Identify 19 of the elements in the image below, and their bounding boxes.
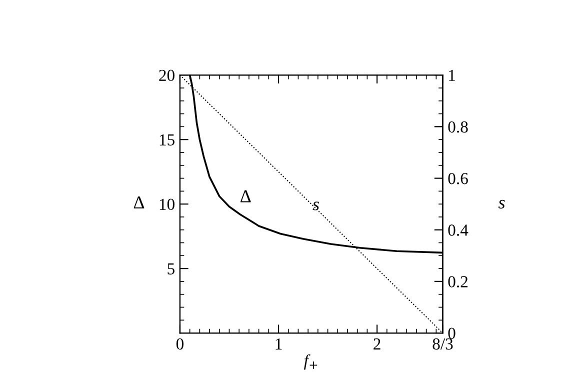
y-tick-label: 20 [159, 70, 174, 82]
series-label: Δ [240, 190, 251, 202]
x-tick-label: 8/3 [432, 338, 453, 350]
y-axis-title: Δ [134, 196, 144, 208]
y2-tick-label: 0.2 [448, 276, 468, 288]
y-tick-label: 10 [160, 198, 174, 210]
y2-tick-label: 0.4 [448, 224, 468, 236]
series-label: s [312, 202, 319, 210]
x-axis-title: f$_{+}$ [304, 354, 318, 370]
y2-tick-label: 0.6 [448, 172, 468, 184]
x-tick-label: 1 [276, 338, 282, 350]
x-tick-label: 2 [374, 338, 380, 350]
y2-tick-label: 0 [448, 328, 456, 339]
y2-tick-label: 1 [449, 70, 455, 81]
y2-tick-label: 0.8 [448, 121, 468, 133]
y-tick-label: 15 [160, 134, 174, 146]
y2-axis-title: s [498, 200, 505, 209]
x-tick-label: 0 [176, 338, 184, 350]
y-tick-label: 5 [168, 263, 174, 274]
